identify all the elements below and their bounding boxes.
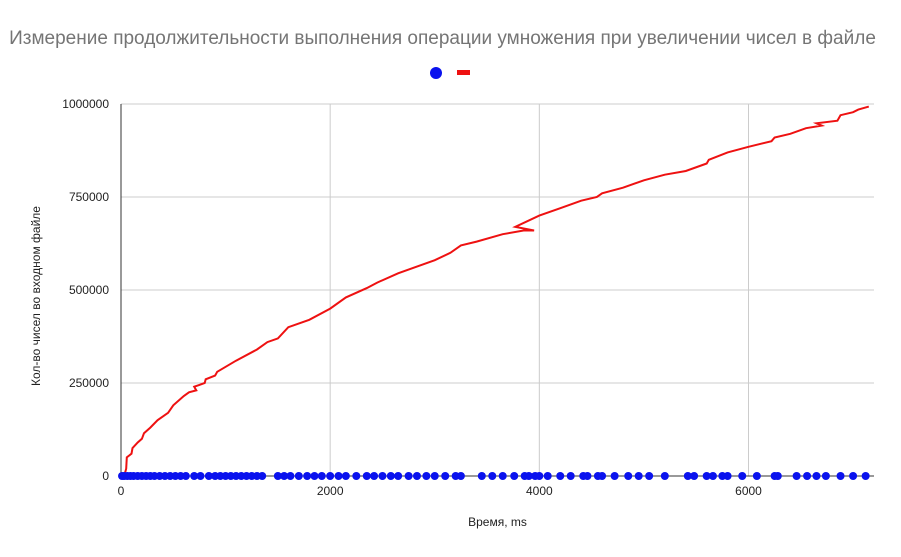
data-point-blue (294, 472, 303, 480)
data-point-blue (723, 472, 732, 480)
x-axis-title: Время, ms (468, 515, 527, 529)
data-point-blue (378, 472, 387, 480)
data-point-blue (196, 472, 205, 480)
data-point-blue (598, 472, 607, 480)
data-point-blue (341, 472, 350, 480)
data-point-blue (849, 472, 858, 480)
y-tick-label: 0 (102, 469, 109, 483)
x-tick-label: 6000 (735, 484, 762, 498)
x-tick-label: 2000 (317, 484, 344, 498)
data-point-blue (412, 472, 421, 480)
data-point-blue (280, 472, 289, 480)
data-point-blue (610, 472, 619, 480)
data-point-blue (498, 472, 507, 480)
data-point-blue (258, 472, 267, 480)
data-point-blue (752, 472, 761, 480)
legend-marker-red-line (457, 70, 470, 75)
data-point-blue (386, 472, 395, 480)
data-point-blue (181, 472, 190, 480)
data-point-blue (738, 472, 747, 480)
data-point-blue (286, 472, 295, 480)
data-point-blue (683, 472, 692, 480)
data-point-blue (524, 472, 533, 480)
y-axis-title: Кол-во чисел во входном файле (29, 206, 43, 386)
y-tick-label: 1000000 (62, 97, 109, 111)
data-point-blue (556, 472, 565, 480)
data-point-blue (510, 472, 519, 480)
x-tick-labels: 0 2000 4000 6000 (118, 484, 763, 498)
data-point-blue (310, 472, 319, 480)
data-point-blue (477, 472, 486, 480)
data-point-blue (362, 472, 371, 480)
data-point-blue (624, 472, 633, 480)
data-point-blue (273, 472, 282, 480)
y-tick-label: 500000 (69, 283, 109, 297)
data-point-blue (317, 472, 326, 480)
data-point-blue (326, 472, 335, 480)
data-point-blue (836, 472, 845, 480)
data-point-blue (430, 472, 439, 480)
data-point-blue (404, 472, 413, 480)
data-point-blue (441, 472, 450, 480)
data-point-blue (690, 472, 699, 480)
y-tick-label: 750000 (69, 190, 109, 204)
grid-lines (120, 103, 874, 477)
data-point-blue (543, 472, 552, 480)
data-point-blue (821, 472, 830, 480)
legend-marker-blue-dot (430, 67, 442, 79)
data-point-blue (634, 472, 643, 480)
data-point-blue (204, 472, 213, 480)
data-point-blue (645, 472, 654, 480)
data-point-blue (583, 472, 592, 480)
chart-title: Измерение продолжительности выполнения о… (9, 28, 876, 49)
data-point-blue (861, 472, 870, 480)
data-point-blue (566, 472, 575, 480)
data-point-blue (422, 472, 431, 480)
series-blue-dots-group (118, 472, 870, 480)
y-tick-labels: 0 250000 500000 750000 1000000 (62, 97, 109, 483)
data-point-blue (334, 472, 343, 480)
series-red-line-group (120, 105, 870, 477)
data-point-blue (456, 472, 465, 480)
y-tick-label: 250000 (69, 376, 109, 390)
data-point-blue (803, 472, 812, 480)
data-point-blue (660, 472, 669, 480)
data-point-blue (488, 472, 497, 480)
data-point-blue (812, 472, 821, 480)
data-point-blue (352, 472, 361, 480)
data-point-blue (535, 472, 544, 480)
legend (430, 67, 470, 79)
data-point-blue (708, 472, 717, 480)
data-point-blue (773, 472, 782, 480)
data-point-blue (370, 472, 379, 480)
data-point-blue (792, 472, 801, 480)
data-point-blue (394, 472, 403, 480)
series-red-line (120, 105, 870, 477)
data-point-blue (190, 472, 199, 480)
x-tick-label: 0 (118, 484, 125, 498)
data-point-blue (702, 472, 711, 480)
data-point-blue (303, 472, 312, 480)
x-tick-label: 4000 (526, 484, 553, 498)
